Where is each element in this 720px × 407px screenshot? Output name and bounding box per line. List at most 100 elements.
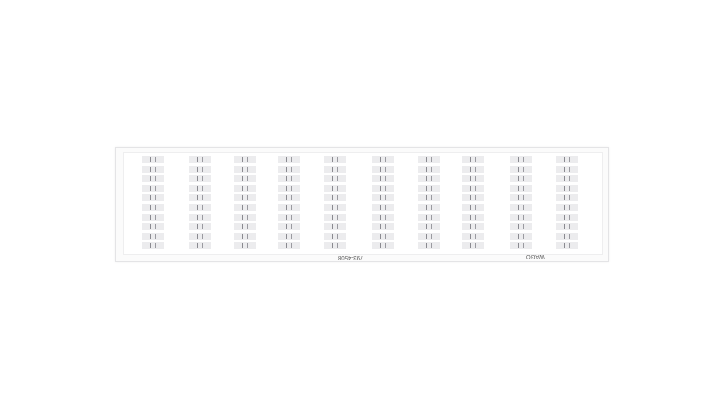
marker-label [324, 204, 346, 211]
marker-label [556, 242, 578, 250]
marker-label [324, 213, 346, 221]
marker-label [372, 175, 394, 183]
marker-label [462, 175, 484, 183]
marker-label [372, 165, 394, 173]
marker-label [510, 165, 532, 173]
marker-label [142, 242, 164, 250]
marker-label [234, 242, 256, 250]
marker-label [462, 165, 484, 173]
marker-label [462, 242, 484, 250]
marker-card: 793-4508 WAGO [115, 147, 609, 262]
marker-label [372, 184, 394, 192]
marker-label [324, 242, 346, 250]
marker-label [418, 242, 440, 250]
marker-label [189, 175, 211, 183]
marker-label [234, 213, 256, 221]
marker-label [324, 165, 346, 173]
marker-label [556, 223, 578, 231]
marker-label [278, 204, 300, 211]
marker-label [510, 194, 532, 202]
marker-label [462, 232, 484, 240]
marker-label [234, 204, 256, 211]
marker-label [278, 165, 300, 173]
marker-label [324, 232, 346, 240]
marker-label [510, 184, 532, 192]
marker-label [324, 194, 346, 202]
marker-label [278, 213, 300, 221]
marker-label [510, 223, 532, 231]
marker-label [234, 165, 256, 173]
brand-logo: WAGO [526, 253, 545, 259]
marker-label [556, 204, 578, 211]
marker-label [372, 204, 394, 211]
marker-label [372, 213, 394, 221]
marker-label [278, 156, 300, 163]
marker-label [556, 175, 578, 183]
marker-label [189, 165, 211, 173]
marker-label [142, 175, 164, 183]
marker-label [189, 223, 211, 231]
marker-label [278, 184, 300, 192]
marker-label [418, 175, 440, 183]
marker-label [510, 204, 532, 211]
marker-label [142, 204, 164, 211]
marker-label [418, 184, 440, 192]
marker-label [372, 242, 394, 250]
marker-label [418, 213, 440, 221]
marker-label [234, 194, 256, 202]
marker-label [418, 156, 440, 163]
marker-label [510, 175, 532, 183]
marker-label [142, 223, 164, 231]
marker-label [324, 156, 346, 163]
marker-label [418, 223, 440, 231]
marker-label [234, 175, 256, 183]
marker-label [556, 213, 578, 221]
marker-label [556, 156, 578, 163]
marker-label [189, 232, 211, 240]
marker-label [189, 242, 211, 250]
marker-label [462, 184, 484, 192]
marker-label [189, 204, 211, 211]
marker-label [234, 223, 256, 231]
marker-label [462, 223, 484, 231]
marker-label [556, 165, 578, 173]
marker-label [189, 184, 211, 192]
marker-label [278, 232, 300, 240]
marker-label [556, 184, 578, 192]
marker-label [324, 223, 346, 231]
marker-label [462, 194, 484, 202]
marker-label [142, 165, 164, 173]
marker-label [278, 175, 300, 183]
marker-label [462, 204, 484, 211]
marker-label [278, 242, 300, 250]
marker-label [510, 242, 532, 250]
marker-label [418, 165, 440, 173]
marker-label [142, 156, 164, 163]
marker-label [462, 213, 484, 221]
marker-label [418, 232, 440, 240]
marker-label [372, 194, 394, 202]
marker-label [372, 223, 394, 231]
marker-label [278, 223, 300, 231]
marker-label [142, 232, 164, 240]
marker-label [372, 156, 394, 163]
marker-label [278, 194, 300, 202]
marker-label [189, 194, 211, 202]
marker-label [556, 194, 578, 202]
marker-label [556, 232, 578, 240]
marker-label [234, 184, 256, 192]
product-code: 793-4508 [338, 254, 364, 260]
marker-label [462, 156, 484, 163]
marker-label [510, 156, 532, 163]
marker-label [142, 184, 164, 192]
marker-label [189, 156, 211, 163]
marker-label [418, 194, 440, 202]
marker-label [372, 232, 394, 240]
marker-label [234, 156, 256, 163]
marker-label [510, 232, 532, 240]
marker-label [510, 213, 532, 221]
marker-label [189, 213, 211, 221]
marker-label [142, 194, 164, 202]
marker-label [142, 213, 164, 221]
marker-label [324, 175, 346, 183]
